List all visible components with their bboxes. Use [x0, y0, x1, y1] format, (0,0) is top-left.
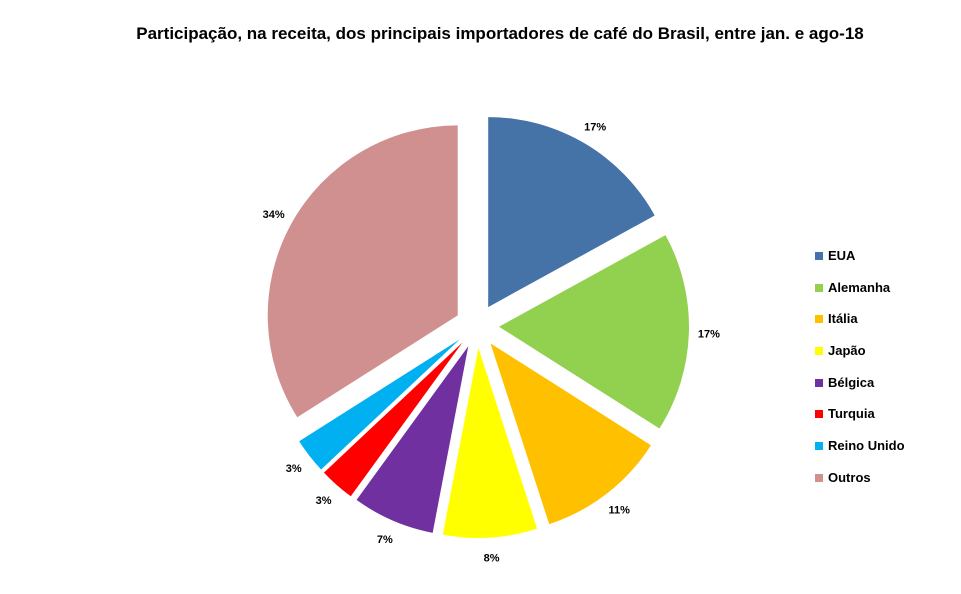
legend-swatch — [815, 442, 823, 451]
pct-label-turquia: 3% — [316, 495, 332, 507]
legend-swatch — [815, 347, 823, 356]
legend-label: Reino Unido — [828, 438, 905, 454]
pct-label-alemanha: 17% — [698, 328, 720, 340]
percentage-labels: 17% 17% 11% 8% 7% 3% 3% 34% — [263, 121, 720, 564]
pie-slice-outros — [267, 125, 458, 418]
legend-swatch — [815, 252, 823, 260]
pie-slice-alemanha — [498, 235, 689, 429]
legend-item-turquia: Turquia — [815, 404, 955, 436]
pie-slice-italia — [490, 343, 651, 525]
legend-swatch — [815, 378, 823, 387]
legend-item-outros: Outros — [815, 468, 955, 500]
legend-swatch — [815, 410, 823, 419]
legend-item-japao: Japão — [815, 341, 955, 373]
legend-item-alemanha: Alemanha — [815, 278, 955, 310]
legend-item-belgica: Bélgica — [815, 373, 955, 405]
pie-slice-turquia — [323, 342, 463, 497]
legend: EUA Alemanha Itália Japão Bélgica Turquia Rein… — [815, 246, 955, 500]
legend-item-reino-unido: Reino Unido — [815, 436, 955, 468]
pie-slice-reino-unido — [299, 339, 460, 470]
pie-slice-belgica — [356, 346, 469, 533]
pie-slice-japao — [442, 347, 538, 538]
pie-slices — [267, 117, 689, 538]
chart-title: Participação, na receita, dos principais… — [136, 24, 864, 43]
legend-label: EUA — [828, 248, 856, 263]
pct-label-belgica: 7% — [377, 534, 393, 546]
legend-label: Bélgica — [828, 374, 875, 390]
legend-swatch — [815, 473, 823, 482]
pct-label-italia: 11% — [608, 504, 630, 516]
legend-label: Outros — [828, 469, 871, 485]
legend-swatch — [815, 283, 823, 292]
pie-slice-eua — [488, 117, 655, 308]
legend-item-eua: EUA — [815, 246, 955, 278]
legend-swatch — [815, 315, 823, 324]
legend-label: Alemanha — [828, 279, 891, 295]
legend-label: Turquia — [828, 406, 875, 422]
pct-label-reino-unido: 3% — [286, 463, 302, 475]
legend-label: Itália — [828, 311, 858, 327]
legend-label: Japão — [828, 343, 866, 359]
legend-item-italia: Itália — [815, 309, 955, 341]
pct-label-japao: 8% — [484, 553, 500, 565]
pct-label-eua: 17% — [584, 121, 606, 133]
pct-label-outros: 34% — [263, 209, 285, 221]
